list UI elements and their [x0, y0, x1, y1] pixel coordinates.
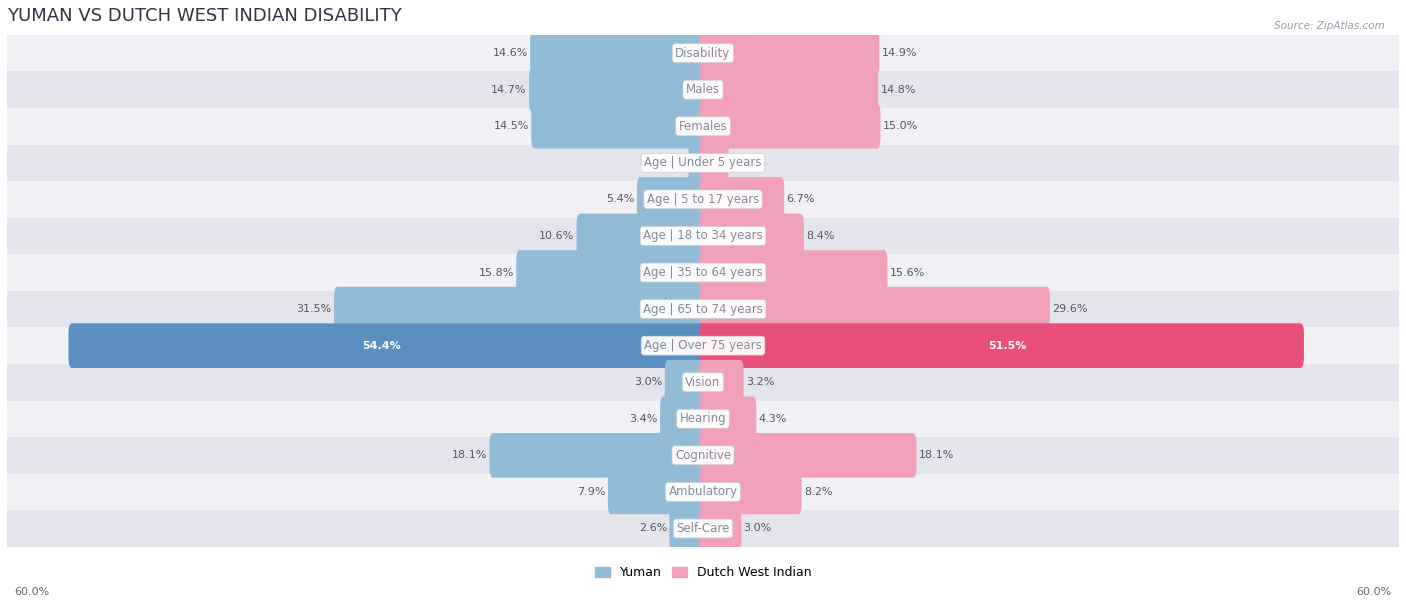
Text: 60.0%: 60.0%: [14, 587, 49, 597]
FancyBboxPatch shape: [700, 433, 917, 477]
Text: 51.5%: 51.5%: [988, 341, 1026, 351]
Bar: [7, 35, 1399, 72]
FancyBboxPatch shape: [700, 141, 728, 185]
Text: 18.1%: 18.1%: [451, 450, 488, 460]
FancyBboxPatch shape: [607, 469, 706, 514]
Bar: [7, 400, 1399, 437]
FancyBboxPatch shape: [531, 104, 706, 149]
Bar: [7, 327, 1399, 364]
Text: Age | 65 to 74 years: Age | 65 to 74 years: [643, 302, 763, 316]
Bar: [7, 108, 1399, 144]
Text: Age | Under 5 years: Age | Under 5 years: [644, 156, 762, 170]
FancyBboxPatch shape: [700, 104, 880, 149]
FancyBboxPatch shape: [659, 397, 706, 441]
FancyBboxPatch shape: [700, 397, 756, 441]
Text: YUMAN VS DUTCH WEST INDIAN DISABILITY: YUMAN VS DUTCH WEST INDIAN DISABILITY: [7, 7, 402, 25]
FancyBboxPatch shape: [700, 469, 801, 514]
Text: Age | 35 to 64 years: Age | 35 to 64 years: [643, 266, 763, 279]
FancyBboxPatch shape: [700, 287, 1050, 331]
Text: 14.9%: 14.9%: [882, 48, 917, 58]
Bar: [7, 144, 1399, 181]
Text: 3.0%: 3.0%: [634, 377, 662, 387]
FancyBboxPatch shape: [335, 287, 706, 331]
Text: Source: ZipAtlas.com: Source: ZipAtlas.com: [1274, 21, 1385, 31]
Text: 29.6%: 29.6%: [1052, 304, 1088, 314]
Text: Age | 18 to 34 years: Age | 18 to 34 years: [643, 230, 763, 242]
Text: 14.7%: 14.7%: [491, 84, 527, 95]
Text: 3.4%: 3.4%: [630, 414, 658, 424]
Bar: [7, 510, 1399, 547]
Bar: [7, 254, 1399, 291]
FancyBboxPatch shape: [700, 214, 804, 258]
FancyBboxPatch shape: [489, 433, 706, 477]
Text: 8.2%: 8.2%: [804, 487, 832, 497]
Text: 15.6%: 15.6%: [890, 267, 925, 277]
Text: 6.7%: 6.7%: [786, 195, 815, 204]
FancyBboxPatch shape: [669, 506, 706, 551]
Text: 0.95%: 0.95%: [651, 158, 686, 168]
Text: 7.9%: 7.9%: [576, 487, 606, 497]
Bar: [7, 364, 1399, 400]
FancyBboxPatch shape: [689, 141, 706, 185]
FancyBboxPatch shape: [700, 31, 879, 75]
Text: Disability: Disability: [675, 47, 731, 59]
Text: 15.0%: 15.0%: [883, 121, 918, 131]
Text: 31.5%: 31.5%: [297, 304, 332, 314]
FancyBboxPatch shape: [700, 177, 785, 222]
Text: Age | Over 75 years: Age | Over 75 years: [644, 339, 762, 352]
Text: 15.8%: 15.8%: [478, 267, 515, 277]
FancyBboxPatch shape: [637, 177, 706, 222]
Text: 1.9%: 1.9%: [731, 158, 759, 168]
Text: 8.4%: 8.4%: [806, 231, 835, 241]
FancyBboxPatch shape: [700, 506, 741, 551]
Legend: Yuman, Dutch West Indian: Yuman, Dutch West Indian: [589, 561, 817, 584]
Text: 54.4%: 54.4%: [363, 341, 401, 351]
Text: 10.6%: 10.6%: [538, 231, 574, 241]
FancyBboxPatch shape: [665, 360, 706, 405]
FancyBboxPatch shape: [530, 31, 706, 75]
Text: 5.4%: 5.4%: [606, 195, 634, 204]
Text: Ambulatory: Ambulatory: [668, 485, 738, 498]
FancyBboxPatch shape: [700, 67, 879, 112]
FancyBboxPatch shape: [700, 250, 887, 295]
FancyBboxPatch shape: [69, 323, 706, 368]
Text: 14.5%: 14.5%: [494, 121, 529, 131]
FancyBboxPatch shape: [700, 360, 744, 405]
FancyBboxPatch shape: [529, 67, 706, 112]
Text: 2.6%: 2.6%: [638, 523, 666, 534]
Text: Hearing: Hearing: [679, 412, 727, 425]
FancyBboxPatch shape: [516, 250, 706, 295]
Text: 14.6%: 14.6%: [492, 48, 527, 58]
FancyBboxPatch shape: [700, 323, 1303, 368]
Bar: [7, 72, 1399, 108]
Bar: [7, 181, 1399, 218]
Bar: [7, 437, 1399, 474]
Text: 4.3%: 4.3%: [759, 414, 787, 424]
Text: Age | 5 to 17 years: Age | 5 to 17 years: [647, 193, 759, 206]
Text: 14.8%: 14.8%: [880, 84, 915, 95]
Text: 3.0%: 3.0%: [744, 523, 772, 534]
Text: 3.2%: 3.2%: [747, 377, 775, 387]
Text: Vision: Vision: [685, 376, 721, 389]
Text: Cognitive: Cognitive: [675, 449, 731, 462]
Text: 18.1%: 18.1%: [918, 450, 955, 460]
Text: Females: Females: [679, 120, 727, 133]
Bar: [7, 291, 1399, 327]
Text: 60.0%: 60.0%: [1357, 587, 1392, 597]
FancyBboxPatch shape: [576, 214, 706, 258]
Text: Males: Males: [686, 83, 720, 96]
Text: Self-Care: Self-Care: [676, 522, 730, 535]
Bar: [7, 218, 1399, 254]
Bar: [7, 474, 1399, 510]
